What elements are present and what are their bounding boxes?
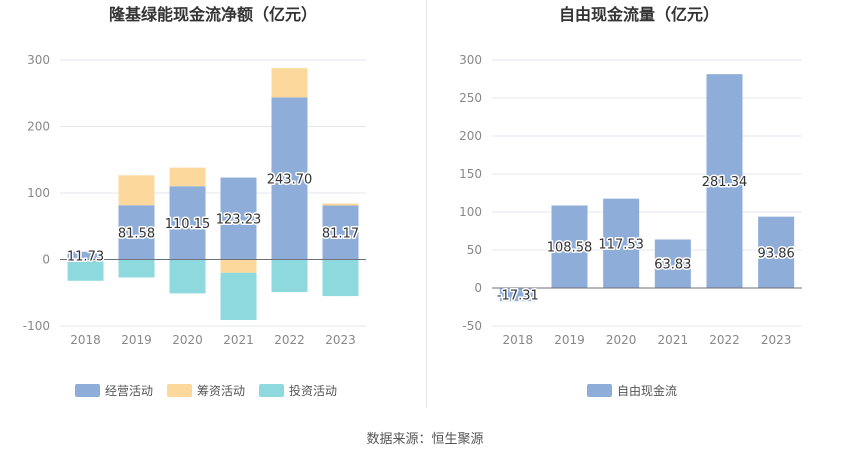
y-tick-label: 50 <box>467 243 482 257</box>
chart-title: 自由现金流量（亿元） <box>559 5 719 24</box>
legend-swatch <box>75 384 100 397</box>
bar <box>706 74 743 288</box>
data-label: 243.70 <box>267 172 313 187</box>
y-tick-label: 300 <box>27 53 50 67</box>
y-tick-label: 0 <box>42 253 50 267</box>
legend-label: 经营活动 <box>105 384 153 398</box>
x-tick-label: 2022 <box>709 333 740 347</box>
x-tick-label: 2018 <box>503 333 534 347</box>
data-label: 81.58 <box>118 226 155 241</box>
data-source-note: 数据来源：恒生聚源 <box>366 432 484 447</box>
bar <box>220 259 257 273</box>
y-tick-label: 100 <box>27 186 50 200</box>
bar <box>118 205 155 260</box>
y-tick-label: -100 <box>23 319 50 333</box>
x-tick-label: 2023 <box>325 333 356 347</box>
legend-label: 投资活动 <box>289 383 337 398</box>
data-label: -17.31 <box>497 289 539 304</box>
data-label: 11.73 <box>67 250 104 265</box>
y-tick-label: 200 <box>459 129 482 143</box>
legend-swatch <box>259 384 284 397</box>
bar <box>220 272 257 321</box>
x-tick-label: 2018 <box>70 333 101 347</box>
data-label: 108.58 <box>547 241 593 256</box>
data-label: 281.34 <box>702 175 748 190</box>
bar <box>322 203 359 206</box>
bar <box>271 97 308 260</box>
bar <box>271 259 308 293</box>
cash-flow-net-chart: 隆基绿能现金流净额（亿元） -100 0 100 200 300 11.73 81.58 11… <box>23 5 366 398</box>
bar <box>67 259 104 261</box>
x-tick-label: 2019 <box>554 333 585 347</box>
bar <box>322 259 359 297</box>
bar <box>169 259 206 294</box>
bar <box>603 198 640 288</box>
x-tick-label: 2019 <box>121 333 152 347</box>
x-tick-label: 2020 <box>606 333 637 347</box>
bar <box>67 251 104 260</box>
y-tick-label: -50 <box>462 319 482 333</box>
bar <box>322 205 359 260</box>
data-label: 81.17 <box>322 227 359 242</box>
data-label: 110.15 <box>165 217 211 232</box>
bar <box>118 175 155 206</box>
data-label: 63.83 <box>654 258 691 273</box>
y-tick-label: 300 <box>459 53 482 67</box>
legend-swatch <box>167 384 192 397</box>
bar <box>654 239 691 288</box>
x-tick-label: 2021 <box>658 333 689 347</box>
data-label: 117.53 <box>598 237 644 252</box>
y-tick-label: 150 <box>459 167 482 181</box>
bar <box>499 288 536 302</box>
bar <box>67 260 104 281</box>
x-tick-label: 2020 <box>172 333 203 347</box>
chart-divider <box>426 0 427 408</box>
chart-title: 隆基绿能现金流净额（亿元） <box>109 5 317 24</box>
bar <box>758 216 795 288</box>
y-tick-label: 250 <box>459 91 482 105</box>
bar <box>551 205 588 288</box>
bar <box>169 167 206 187</box>
data-label: 123.23 <box>216 213 262 228</box>
legend-label: 筹资活动 <box>197 384 245 398</box>
legend-label: 自由现金流 <box>617 383 677 398</box>
free-cash-flow-chart: 自由现金流量（亿元） -50 0 50 100 150 200 250 300 -17.31 10… <box>459 5 802 398</box>
bar <box>169 186 206 260</box>
bar <box>271 68 308 98</box>
y-tick-label: 200 <box>27 120 50 134</box>
y-tick-label: 100 <box>459 205 482 219</box>
bar <box>118 259 155 278</box>
bar <box>220 177 257 260</box>
data-label: 93.86 <box>758 246 795 261</box>
x-tick-label: 2021 <box>223 333 254 347</box>
y-tick-label: 0 <box>474 281 482 295</box>
x-tick-label: 2023 <box>761 333 792 347</box>
legend-swatch <box>587 384 612 397</box>
x-tick-label: 2022 <box>274 333 305 347</box>
